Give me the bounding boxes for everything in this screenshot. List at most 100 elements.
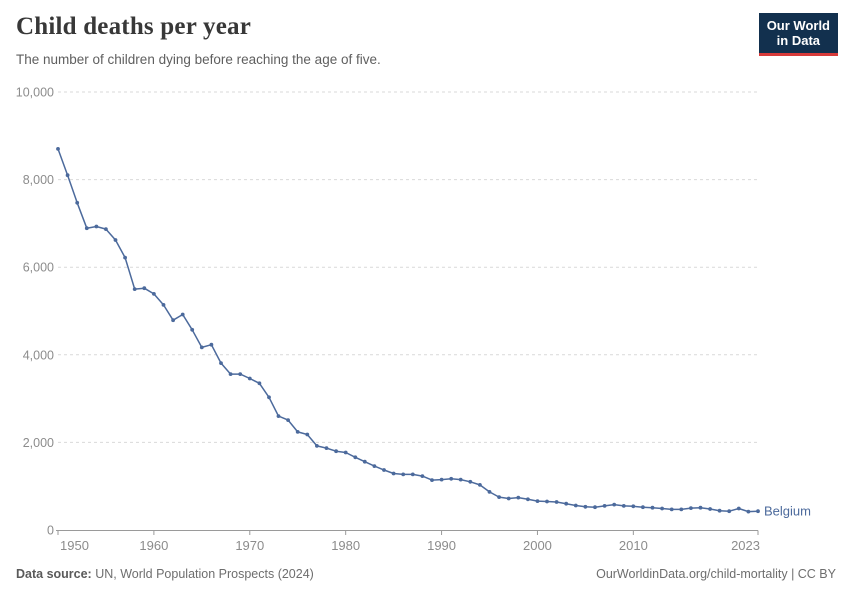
data-point[interactable] bbox=[343, 450, 348, 455]
data-point[interactable] bbox=[410, 472, 415, 477]
data-point[interactable] bbox=[257, 381, 262, 386]
data-point[interactable] bbox=[65, 173, 70, 178]
data-point[interactable] bbox=[458, 477, 463, 482]
data-point[interactable] bbox=[209, 342, 214, 347]
data-point[interactable] bbox=[593, 505, 597, 510]
chart-footer: Data source: UN, World Population Prospe… bbox=[16, 567, 836, 581]
data-point[interactable] bbox=[190, 327, 195, 332]
owid-logo[interactable]: Our World in Data bbox=[758, 13, 838, 56]
data-point[interactable] bbox=[219, 361, 223, 365]
data-point[interactable] bbox=[679, 507, 684, 512]
data-point[interactable] bbox=[535, 499, 540, 503]
data-source-label: Data source: bbox=[16, 567, 92, 581]
x-tick-label: 2023 bbox=[731, 538, 760, 553]
data-point[interactable] bbox=[132, 287, 137, 291]
data-point[interactable] bbox=[382, 468, 386, 472]
data-point[interactable] bbox=[631, 504, 636, 509]
data-point[interactable] bbox=[660, 506, 664, 511]
data-point[interactable] bbox=[315, 444, 319, 448]
data-point[interactable] bbox=[228, 372, 233, 376]
x-tick-label: 2010 bbox=[619, 538, 648, 553]
x-tick-label: 2000 bbox=[523, 538, 552, 553]
data-point[interactable] bbox=[736, 506, 741, 511]
data-point[interactable] bbox=[641, 505, 645, 510]
y-tick-label: 0 bbox=[47, 524, 54, 538]
y-tick-label: 2,000 bbox=[23, 436, 54, 450]
data-point[interactable] bbox=[612, 502, 617, 507]
data-source-text: UN, World Population Prospects (2024) bbox=[91, 567, 314, 581]
y-tick-label: 4,000 bbox=[23, 348, 54, 362]
data-point[interactable] bbox=[75, 200, 80, 205]
data-point[interactable] bbox=[439, 477, 444, 482]
data-point[interactable] bbox=[545, 499, 549, 504]
data-point[interactable] bbox=[650, 505, 655, 510]
data-point[interactable] bbox=[104, 227, 108, 232]
chart-subtitle: The number of children dying before reac… bbox=[16, 52, 381, 67]
data-point[interactable] bbox=[506, 496, 511, 501]
data-point[interactable] bbox=[449, 476, 454, 481]
data-point[interactable] bbox=[295, 430, 300, 434]
data-point[interactable] bbox=[621, 504, 626, 508]
data-point[interactable] bbox=[573, 503, 578, 508]
chart-title: Child deaths per year bbox=[16, 13, 251, 40]
x-tick-label: 1970 bbox=[235, 538, 264, 553]
data-point[interactable] bbox=[171, 318, 176, 323]
data-point[interactable] bbox=[94, 224, 99, 229]
data-point[interactable] bbox=[276, 414, 281, 418]
series-line[interactable] bbox=[57, 148, 759, 513]
data-point[interactable] bbox=[708, 507, 712, 511]
data-point[interactable] bbox=[698, 505, 703, 510]
data-point[interactable] bbox=[324, 446, 329, 450]
credit-link[interactable]: OurWorldinData.org/child-mortality | CC … bbox=[596, 567, 836, 581]
data-point[interactable] bbox=[372, 464, 377, 468]
data-point[interactable] bbox=[180, 312, 185, 317]
data-point[interactable] bbox=[305, 432, 310, 437]
data-point[interactable] bbox=[353, 455, 358, 460]
data-point[interactable] bbox=[152, 292, 156, 296]
data-point[interactable] bbox=[362, 459, 367, 464]
data-point[interactable] bbox=[161, 303, 166, 307]
data-point[interactable] bbox=[756, 509, 760, 514]
data-point[interactable] bbox=[689, 506, 693, 510]
owid-logo-line1: Our World bbox=[766, 18, 830, 33]
data-point[interactable] bbox=[727, 509, 732, 514]
data-point[interactable] bbox=[468, 479, 473, 484]
y-tick-label: 6,000 bbox=[23, 261, 54, 275]
data-point[interactable] bbox=[583, 504, 588, 509]
data-point[interactable] bbox=[113, 238, 118, 242]
data-source-note: Data source: UN, World Population Prospe… bbox=[16, 567, 314, 581]
data-point[interactable] bbox=[554, 500, 559, 504]
data-point[interactable] bbox=[516, 495, 521, 500]
data-point[interactable] bbox=[430, 478, 434, 482]
data-point[interactable] bbox=[497, 495, 501, 499]
x-tick-label: 1960 bbox=[139, 538, 168, 553]
data-point[interactable] bbox=[142, 286, 147, 291]
y-tick-label: 10,000 bbox=[16, 86, 54, 100]
data-point[interactable] bbox=[487, 490, 492, 494]
x-tick-label: 1950 bbox=[60, 538, 89, 553]
data-point[interactable] bbox=[746, 509, 751, 514]
data-point[interactable] bbox=[199, 345, 204, 350]
data-point[interactable] bbox=[717, 508, 722, 513]
data-point[interactable] bbox=[478, 483, 482, 487]
data-point[interactable] bbox=[564, 501, 569, 506]
data-point[interactable] bbox=[602, 504, 607, 508]
data-point[interactable] bbox=[247, 376, 252, 381]
data-point[interactable] bbox=[420, 474, 425, 478]
data-point[interactable] bbox=[84, 226, 89, 231]
data-point[interactable] bbox=[401, 472, 406, 477]
data-point[interactable] bbox=[123, 255, 127, 260]
data-point[interactable] bbox=[286, 418, 290, 422]
data-point[interactable] bbox=[391, 471, 396, 476]
data-point[interactable] bbox=[334, 449, 338, 454]
series-end-label[interactable]: Belgium bbox=[764, 504, 811, 519]
data-point[interactable] bbox=[267, 395, 271, 400]
data-point[interactable] bbox=[238, 372, 243, 376]
x-tick-label: 1980 bbox=[331, 538, 360, 553]
data-point[interactable] bbox=[669, 507, 674, 512]
data-point[interactable] bbox=[526, 497, 530, 502]
owid-logo-line2: in Data bbox=[776, 33, 821, 49]
data-point[interactable] bbox=[56, 147, 60, 151]
